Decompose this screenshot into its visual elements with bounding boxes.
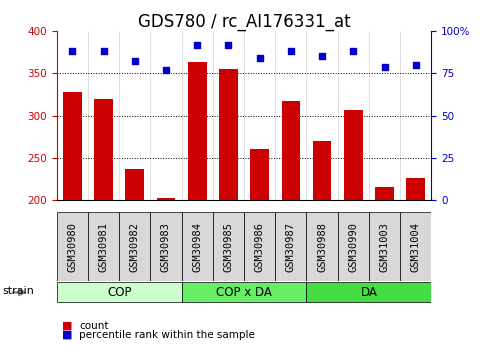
FancyBboxPatch shape (150, 212, 181, 281)
FancyBboxPatch shape (244, 212, 275, 281)
Point (69, 49, 76, 54)
FancyBboxPatch shape (400, 212, 431, 281)
Text: GSM31003: GSM31003 (380, 222, 389, 272)
Text: DA: DA (360, 286, 377, 299)
Text: GSM30985: GSM30985 (223, 222, 233, 272)
Text: GSM30990: GSM30990 (349, 222, 358, 272)
Bar (157, 198, 176, 200)
FancyBboxPatch shape (181, 212, 213, 281)
Bar (250, 149, 269, 200)
Point (256, 55, 264, 61)
Bar (313, 141, 331, 200)
FancyBboxPatch shape (213, 212, 244, 281)
FancyBboxPatch shape (119, 212, 150, 281)
Point (193, 42, 201, 47)
FancyBboxPatch shape (307, 282, 431, 303)
Text: GSM30983: GSM30983 (161, 222, 171, 272)
FancyBboxPatch shape (369, 212, 400, 281)
Text: GSM30984: GSM30984 (192, 222, 202, 272)
Point (162, 67, 170, 73)
Text: GSM31004: GSM31004 (411, 222, 421, 272)
Text: GSM30988: GSM30988 (317, 222, 327, 272)
FancyBboxPatch shape (307, 212, 338, 281)
Point (412, 62, 420, 68)
Point (381, 64, 388, 69)
Bar (125, 169, 144, 200)
Bar (375, 187, 394, 200)
Point (350, 49, 357, 54)
Bar (63, 92, 82, 200)
FancyBboxPatch shape (275, 212, 307, 281)
Text: GSM30982: GSM30982 (130, 222, 140, 272)
Bar (344, 110, 363, 200)
Text: GSM30987: GSM30987 (286, 222, 296, 272)
Text: percentile rank within the sample: percentile rank within the sample (79, 330, 255, 339)
Point (100, 49, 107, 54)
Text: COP: COP (107, 286, 132, 299)
Text: ■: ■ (62, 321, 72, 331)
FancyBboxPatch shape (338, 212, 369, 281)
Text: GSM30980: GSM30980 (68, 222, 77, 272)
Point (131, 59, 139, 64)
FancyBboxPatch shape (181, 282, 307, 303)
Point (287, 49, 295, 54)
FancyBboxPatch shape (88, 212, 119, 281)
FancyBboxPatch shape (57, 282, 181, 303)
Point (318, 54, 326, 59)
Text: count: count (79, 321, 108, 331)
Text: GSM30981: GSM30981 (99, 222, 108, 272)
FancyBboxPatch shape (57, 212, 88, 281)
Text: GSM30986: GSM30986 (255, 222, 265, 272)
Bar (94, 99, 113, 200)
Text: COP x DA: COP x DA (216, 286, 272, 299)
Bar (219, 69, 238, 200)
Title: GDS780 / rc_AI176331_at: GDS780 / rc_AI176331_at (138, 13, 351, 31)
Text: ■: ■ (62, 330, 72, 339)
Text: strain: strain (2, 286, 35, 296)
Point (224, 42, 232, 47)
Bar (406, 178, 425, 200)
Bar (282, 101, 300, 200)
Bar (188, 62, 207, 200)
